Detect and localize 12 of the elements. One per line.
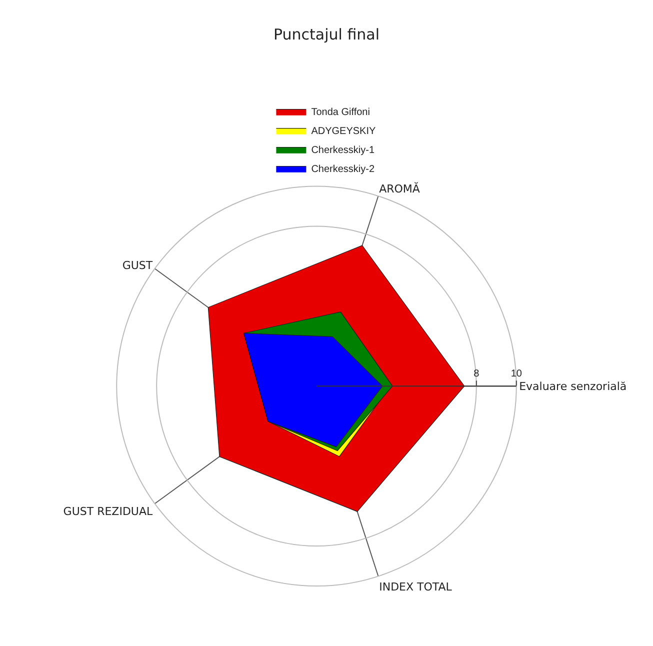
legend-label: Cherkesskiy-1: [311, 145, 375, 156]
legend-label: Tonda Giffoni: [311, 107, 370, 118]
spoke-label: Evaluare senzorială: [519, 380, 627, 393]
chart-title: Punctajul final: [273, 26, 380, 44]
spoke-label: INDEX TOTAL: [379, 580, 453, 594]
spoke-label: AROMĂ: [379, 182, 420, 196]
y-tick-label: 10: [510, 368, 522, 380]
spoke-label: GUST REZIDUAL: [63, 504, 154, 518]
legend-label: ADYGEYSKIY: [311, 126, 376, 138]
spoke-label: GUST: [122, 258, 153, 272]
y-tick-label: 8: [474, 368, 480, 380]
legend-label: Cherkesskiy-2: [311, 164, 375, 176]
